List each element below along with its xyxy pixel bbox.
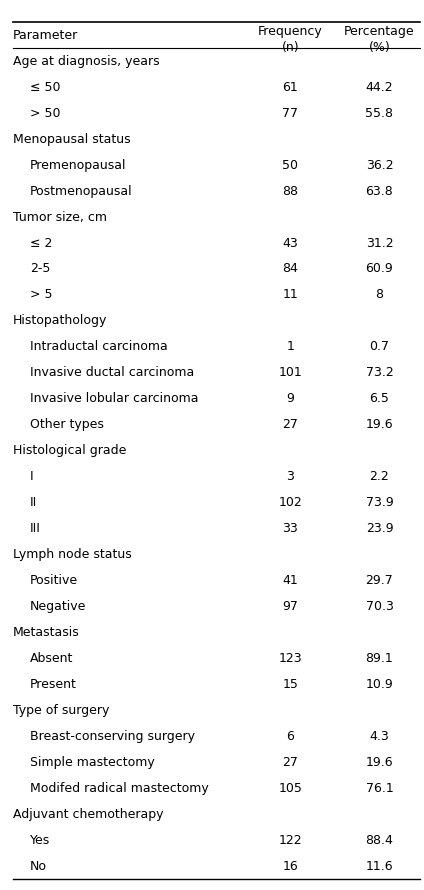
Text: 50: 50 bbox=[282, 158, 298, 172]
Text: I: I bbox=[30, 470, 33, 483]
Text: 19.6: 19.6 bbox=[365, 418, 393, 432]
Text: 15: 15 bbox=[282, 678, 298, 691]
Text: 31.2: 31.2 bbox=[365, 237, 393, 249]
Text: Percentage
(%): Percentage (%) bbox=[344, 25, 415, 54]
Text: Yes: Yes bbox=[30, 834, 50, 847]
Text: Invasive ductal carcinoma: Invasive ductal carcinoma bbox=[30, 367, 194, 379]
Text: 27: 27 bbox=[282, 756, 298, 769]
Text: 23.9: 23.9 bbox=[365, 522, 393, 535]
Text: 61: 61 bbox=[282, 81, 298, 93]
Text: 88: 88 bbox=[282, 184, 298, 198]
Text: Absent: Absent bbox=[30, 652, 73, 665]
Text: 70.3: 70.3 bbox=[365, 600, 393, 613]
Text: 27: 27 bbox=[282, 418, 298, 432]
Text: Negative: Negative bbox=[30, 600, 86, 613]
Text: 33: 33 bbox=[282, 522, 298, 535]
Text: 0.7: 0.7 bbox=[369, 340, 390, 353]
Text: 89.1: 89.1 bbox=[365, 652, 393, 665]
Text: Histopathology: Histopathology bbox=[13, 314, 107, 328]
Text: 122: 122 bbox=[279, 834, 302, 847]
Text: 9: 9 bbox=[287, 392, 294, 405]
Text: > 50: > 50 bbox=[30, 107, 60, 119]
Text: 123: 123 bbox=[279, 652, 302, 665]
Text: ≤ 2: ≤ 2 bbox=[30, 237, 52, 249]
Text: ≤ 50: ≤ 50 bbox=[30, 81, 60, 93]
Text: Adjuvant chemotherapy: Adjuvant chemotherapy bbox=[13, 808, 163, 821]
Text: Parameter: Parameter bbox=[13, 28, 78, 42]
Text: Frequency
(n): Frequency (n) bbox=[258, 25, 323, 54]
Text: Tumor size, cm: Tumor size, cm bbox=[13, 211, 107, 223]
Text: Invasive lobular carcinoma: Invasive lobular carcinoma bbox=[30, 392, 198, 405]
Text: 44.2: 44.2 bbox=[365, 81, 393, 93]
Text: 76.1: 76.1 bbox=[365, 782, 393, 795]
Text: 16: 16 bbox=[282, 860, 298, 873]
Text: Metastasis: Metastasis bbox=[13, 626, 79, 639]
Text: Histological grade: Histological grade bbox=[13, 444, 126, 457]
Text: 84: 84 bbox=[282, 263, 298, 276]
Text: 102: 102 bbox=[279, 497, 302, 509]
Text: Modifed radical mastectomy: Modifed radical mastectomy bbox=[30, 782, 209, 795]
Text: Breast-conserving surgery: Breast-conserving surgery bbox=[30, 730, 195, 743]
Text: 105: 105 bbox=[279, 782, 302, 795]
Text: No: No bbox=[30, 860, 47, 873]
Text: 55.8: 55.8 bbox=[365, 107, 393, 119]
Text: 11.6: 11.6 bbox=[365, 860, 393, 873]
Text: 2.2: 2.2 bbox=[370, 470, 389, 483]
Text: 29.7: 29.7 bbox=[365, 574, 393, 587]
Text: 63.8: 63.8 bbox=[365, 184, 393, 198]
Text: 3: 3 bbox=[287, 470, 294, 483]
Text: 6.5: 6.5 bbox=[370, 392, 389, 405]
Text: 60.9: 60.9 bbox=[365, 263, 393, 276]
Text: 11: 11 bbox=[282, 288, 298, 302]
Text: 4.3: 4.3 bbox=[370, 730, 389, 743]
Text: Other types: Other types bbox=[30, 418, 103, 432]
Text: Premenopausal: Premenopausal bbox=[30, 158, 126, 172]
Text: 10.9: 10.9 bbox=[365, 678, 393, 691]
Text: Present: Present bbox=[30, 678, 77, 691]
Text: Type of surgery: Type of surgery bbox=[13, 704, 109, 717]
Text: 101: 101 bbox=[279, 367, 302, 379]
Text: 2-5: 2-5 bbox=[30, 263, 50, 276]
Text: 8: 8 bbox=[376, 288, 383, 302]
Text: 43: 43 bbox=[282, 237, 298, 249]
Text: Positive: Positive bbox=[30, 574, 78, 587]
Text: 97: 97 bbox=[282, 600, 298, 613]
Text: 6: 6 bbox=[287, 730, 294, 743]
Text: Age at diagnosis, years: Age at diagnosis, years bbox=[13, 54, 159, 68]
Text: 73.9: 73.9 bbox=[365, 497, 393, 509]
Text: Lymph node status: Lymph node status bbox=[13, 548, 131, 562]
Text: Postmenopausal: Postmenopausal bbox=[30, 184, 132, 198]
Text: II: II bbox=[30, 497, 37, 509]
Text: III: III bbox=[30, 522, 41, 535]
Text: 88.4: 88.4 bbox=[365, 834, 393, 847]
Text: Intraductal carcinoma: Intraductal carcinoma bbox=[30, 340, 167, 353]
Text: 73.2: 73.2 bbox=[365, 367, 393, 379]
Text: > 5: > 5 bbox=[30, 288, 52, 302]
Text: 1: 1 bbox=[287, 340, 294, 353]
Text: 36.2: 36.2 bbox=[365, 158, 393, 172]
Text: 77: 77 bbox=[282, 107, 298, 119]
Text: 19.6: 19.6 bbox=[365, 756, 393, 769]
Text: Simple mastectomy: Simple mastectomy bbox=[30, 756, 154, 769]
Text: 41: 41 bbox=[282, 574, 298, 587]
Text: Menopausal status: Menopausal status bbox=[13, 133, 130, 146]
